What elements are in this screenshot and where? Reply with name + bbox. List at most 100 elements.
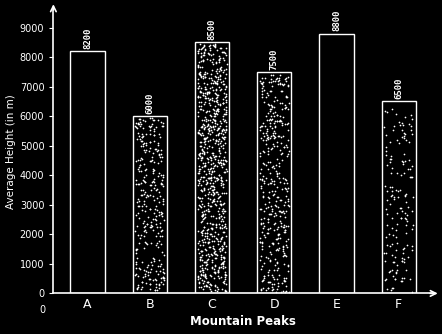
- Point: [138, 122, 145, 127]
- Point: [211, 169, 218, 174]
- Point: [265, 243, 272, 248]
- Point: [202, 211, 209, 216]
- Point: [265, 135, 272, 140]
- Point: [386, 231, 393, 236]
- Point: [396, 119, 403, 124]
- Point: [221, 91, 228, 96]
- Point: [386, 139, 393, 145]
- Point: [402, 222, 409, 228]
- Point: [221, 128, 228, 133]
- Point: [198, 230, 205, 235]
- Point: [280, 278, 287, 283]
- Point: [392, 269, 400, 275]
- Point: [282, 238, 289, 243]
- Point: [220, 161, 227, 167]
- Point: [195, 151, 202, 156]
- Point: [215, 137, 222, 142]
- Point: [135, 117, 142, 122]
- Point: [218, 178, 225, 184]
- Point: [220, 214, 227, 219]
- Point: [214, 125, 221, 131]
- Point: [212, 110, 219, 115]
- Point: [381, 108, 388, 113]
- Point: [219, 113, 226, 119]
- Point: [282, 214, 289, 219]
- Point: [277, 208, 284, 213]
- Point: [194, 240, 202, 245]
- Point: [219, 279, 226, 284]
- Point: [273, 236, 280, 242]
- Bar: [195, 42, 229, 293]
- Point: [219, 132, 226, 137]
- Point: [265, 136, 272, 141]
- Point: [256, 176, 263, 181]
- Point: [266, 118, 273, 123]
- Point: [217, 262, 224, 267]
- Point: [202, 84, 209, 89]
- Point: [152, 284, 159, 290]
- Point: [140, 246, 147, 251]
- Point: [203, 230, 210, 236]
- Point: [196, 88, 203, 93]
- Point: [389, 286, 396, 291]
- Point: [140, 177, 147, 183]
- Point: [195, 182, 202, 187]
- Point: [206, 239, 213, 245]
- Point: [260, 149, 267, 155]
- Point: [205, 122, 212, 128]
- Point: [268, 76, 275, 82]
- Point: [398, 259, 405, 264]
- Point: [197, 107, 204, 112]
- Point: [203, 233, 210, 239]
- Point: [273, 267, 280, 272]
- Point: [276, 197, 283, 202]
- Point: [203, 263, 210, 268]
- Point: [203, 266, 210, 271]
- Point: [219, 181, 226, 187]
- Point: [281, 223, 288, 228]
- Point: [137, 168, 144, 173]
- Point: [211, 110, 218, 116]
- Point: [217, 65, 224, 71]
- Point: [265, 286, 272, 291]
- Point: [271, 220, 278, 226]
- Point: [150, 176, 157, 181]
- Point: [135, 204, 142, 209]
- Point: [201, 43, 208, 48]
- Point: [208, 52, 215, 57]
- Point: [194, 110, 202, 115]
- Point: [264, 285, 271, 290]
- Point: [145, 149, 152, 154]
- Point: [405, 158, 412, 163]
- Point: [205, 50, 212, 55]
- Point: [214, 269, 221, 274]
- Point: [392, 277, 399, 282]
- Point: [142, 143, 149, 148]
- Point: [276, 235, 283, 240]
- Point: [152, 242, 160, 247]
- Point: [386, 201, 393, 206]
- Point: [204, 138, 211, 143]
- Point: [284, 202, 291, 208]
- Point: [271, 113, 278, 118]
- Point: [387, 159, 394, 164]
- Point: [153, 269, 160, 274]
- Point: [202, 94, 209, 99]
- Point: [151, 132, 158, 138]
- Point: [214, 208, 221, 213]
- Point: [199, 227, 206, 232]
- Point: [285, 185, 292, 190]
- Point: [205, 91, 212, 96]
- Point: [213, 68, 220, 74]
- Point: [222, 45, 229, 50]
- Point: [207, 97, 214, 102]
- Point: [144, 264, 151, 270]
- Point: [267, 259, 274, 264]
- Point: [198, 252, 206, 258]
- Point: [194, 130, 202, 136]
- Point: [215, 106, 222, 112]
- Point: [200, 90, 207, 96]
- Point: [201, 230, 208, 235]
- Point: [208, 253, 215, 258]
- Point: [204, 126, 211, 132]
